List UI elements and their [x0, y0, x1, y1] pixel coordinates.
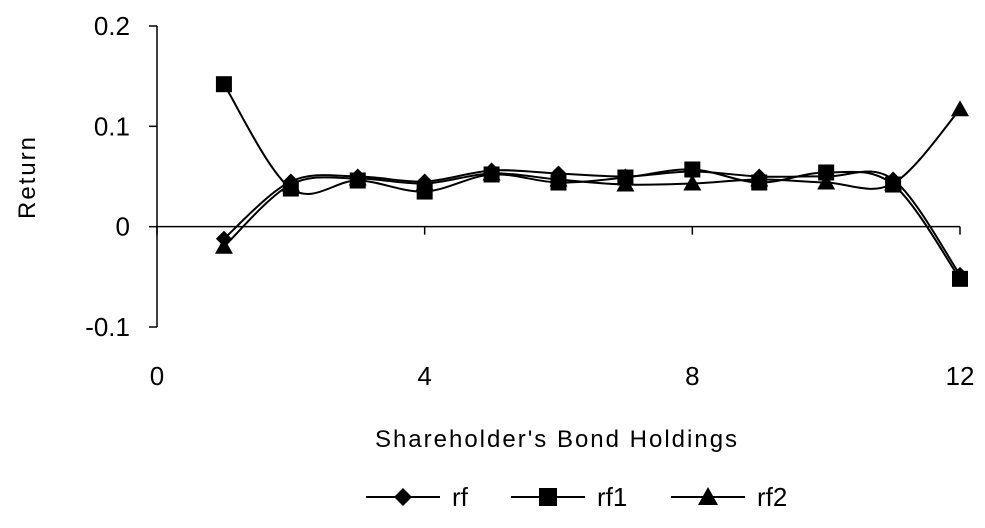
x-tick-label: 0	[150, 361, 164, 391]
legend-label: rf	[452, 482, 469, 512]
legend-label: rf2	[757, 482, 787, 512]
y-axis-title: Return	[14, 135, 41, 219]
axes	[149, 25, 961, 328]
data-point-rf2	[549, 170, 568, 187]
x-axis-title: Shareholder's Bond Holdings	[375, 426, 739, 453]
data-point-rf1	[215, 76, 232, 93]
legend: rf rf1 rf2	[366, 482, 787, 512]
data-point-rf2	[281, 175, 300, 192]
data-point-rf2	[348, 169, 367, 186]
x-tick-label: 12	[946, 361, 975, 391]
legend-marker-square-icon	[539, 488, 557, 506]
data-point-rf2	[951, 100, 969, 117]
legend-marker-triangle-icon	[698, 487, 718, 505]
data-point-rf1	[684, 161, 701, 178]
data-point-rf2	[750, 170, 769, 187]
data-point-rf2	[415, 174, 434, 191]
labels-group: Shareholder's Bond Holdings Return -0.1 0…	[14, 11, 974, 453]
x-tick-label: 8	[685, 361, 699, 391]
legend-item-rf2: rf2	[671, 482, 787, 512]
data-point-rf2	[616, 175, 635, 192]
y-tick-label: -0.1	[85, 312, 130, 342]
legend-item-rf1: rf1	[511, 482, 627, 512]
data-point-rf2	[817, 173, 836, 190]
series-group	[223, 83, 961, 280]
data-point-rf2	[683, 174, 702, 191]
y-tick-label: 0.2	[94, 11, 130, 41]
legend-label: rf1	[597, 482, 627, 512]
legend-marker-diamond-icon	[394, 488, 412, 506]
y-tick-label: 0	[116, 212, 130, 242]
data-point-rf2	[214, 237, 233, 254]
data-point-rf2	[884, 174, 903, 191]
data-point-rf1	[818, 164, 835, 181]
markers-group	[214, 76, 969, 287]
series-line-rf	[223, 169, 961, 276]
y-tick-label: 0.1	[94, 111, 130, 141]
data-point-rf2	[482, 164, 501, 181]
legend-item-rf: rf	[366, 482, 469, 512]
data-point-rf1	[952, 270, 968, 287]
series-line-rf2	[223, 108, 961, 248]
x-tick-label: 4	[417, 361, 431, 391]
